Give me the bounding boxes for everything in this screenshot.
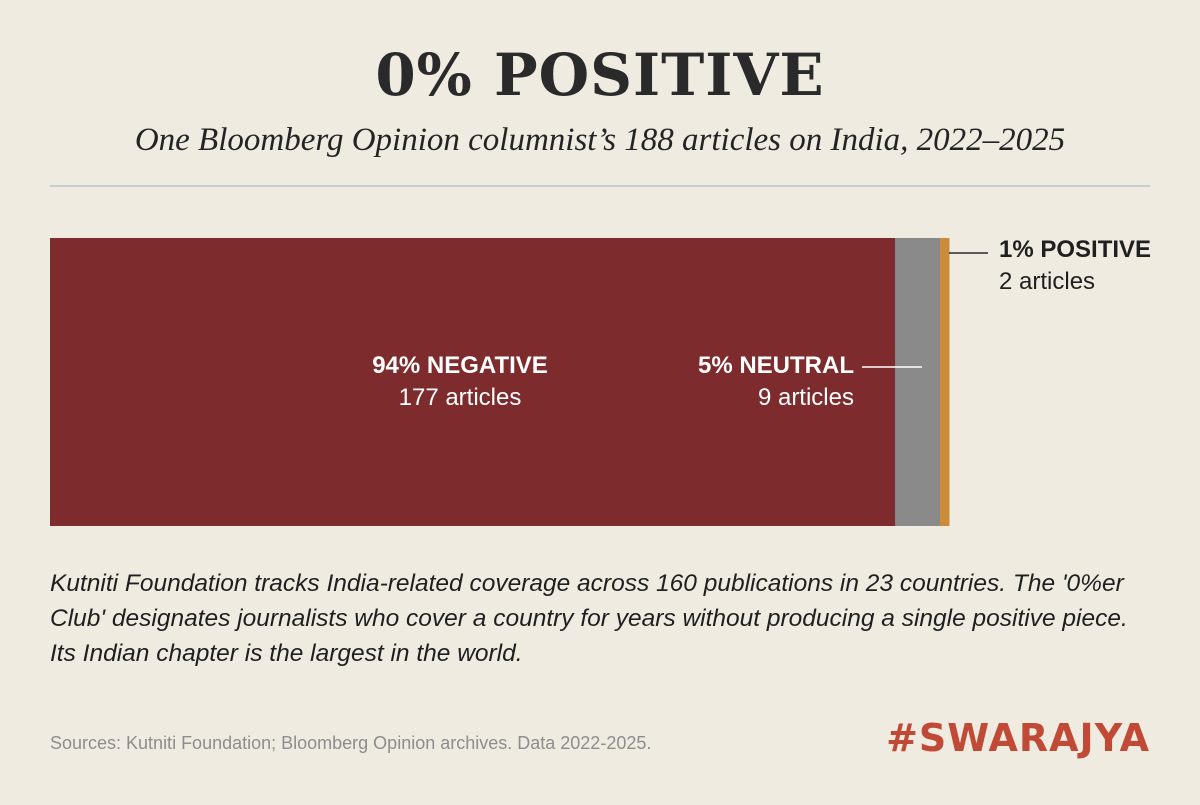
negative-count: 177 articles — [398, 384, 522, 411]
positive-label: 1% POSITIVE — [999, 236, 1152, 263]
description-text: Kutniti Foundation tracks India-related … — [50, 570, 1128, 667]
positive-annotation: 1% POSITIVE 2 articles — [999, 234, 1189, 298]
chart-subtitle: One Bloomberg Opinion columnist’s 188 ar… — [134, 122, 1066, 158]
chart-title: 0% POSITIVE — [375, 41, 825, 109]
negative-label: 94% NEGATIVE — [372, 352, 548, 379]
brand-logo: #SWARAJYA — [886, 716, 1150, 760]
neutral-annotation: 5% NEUTRAL 9 articles — [620, 350, 854, 414]
negative-annotation: 94% NEGATIVE 177 articles — [340, 350, 580, 414]
segment-negative — [50, 238, 896, 526]
segment-positive — [940, 238, 950, 526]
positive-count: 2 articles — [999, 268, 1096, 295]
header-divider — [50, 185, 1150, 187]
source-note: Sources: Kutniti Foundation; Bloomberg O… — [50, 733, 652, 753]
neutral-count: 9 articles — [757, 384, 854, 411]
segment-neutral — [895, 238, 941, 526]
neutral-label: 5% NEUTRAL — [697, 352, 854, 379]
